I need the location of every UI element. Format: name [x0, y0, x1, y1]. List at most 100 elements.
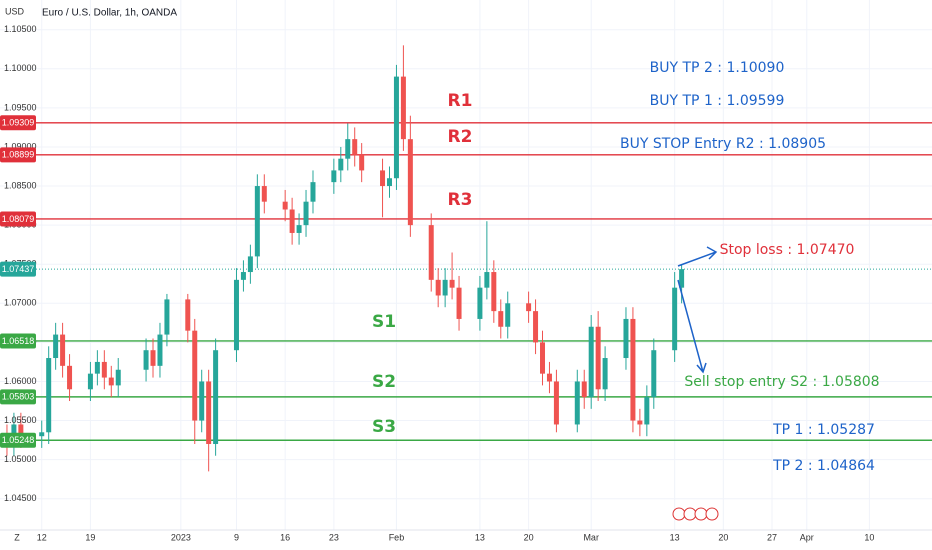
price-badge — [0, 147, 36, 163]
candle-body — [53, 334, 59, 359]
candle-body — [303, 201, 309, 226]
x-tick-label: 13 — [670, 532, 680, 542]
candle-body — [94, 361, 100, 374]
event-icon — [672, 507, 686, 521]
price-badge-label: 1.05248 — [2, 435, 35, 445]
candle-body — [484, 272, 490, 288]
candle-body — [150, 350, 156, 366]
price-badge-label: 1.08899 — [2, 150, 35, 160]
price-badge-label: 1.06518 — [2, 336, 35, 346]
candle-body — [233, 279, 239, 351]
candle-body — [526, 303, 532, 312]
price-badge-label: 1.08079 — [2, 214, 35, 224]
candle-body — [553, 381, 559, 425]
x-tick-label: Apr — [800, 532, 814, 542]
annotation: S3 — [372, 417, 396, 437]
candle-body — [282, 201, 288, 210]
price-badge — [0, 115, 36, 131]
candle-body — [345, 139, 351, 159]
arrow — [677, 246, 718, 267]
x-tick-label: 16 — [280, 532, 290, 542]
candle-body — [206, 381, 212, 445]
event-icons — [672, 507, 719, 521]
annotation: S1 — [372, 312, 396, 332]
candle-body — [651, 350, 657, 398]
y-axis-label: USD — [5, 6, 25, 16]
candle-body — [637, 420, 643, 425]
x-tick-label: 13 — [475, 532, 485, 542]
candle-body — [505, 303, 511, 327]
price-badge — [0, 432, 36, 448]
candle-body — [101, 361, 107, 378]
candle-body — [380, 170, 386, 187]
candle-body — [442, 279, 448, 296]
annotations: R1 R2 R3 S1 S2 S3 BUY TP 2 : 1.10090 BUY… — [372, 60, 880, 521]
candle-body — [199, 381, 205, 421]
y-tick-label: 1.09500 — [4, 102, 37, 112]
candle-body — [644, 397, 650, 425]
y-tick-label: 1.10000 — [4, 63, 37, 73]
x-tick-label: Feb — [389, 532, 405, 542]
y-tick-label: 1.05500 — [4, 415, 37, 425]
x-tick-label: 20 — [524, 532, 534, 542]
candle-body — [477, 287, 483, 319]
annotation: TP 1 : 1.05287 — [772, 422, 875, 438]
annotation: TP 2 : 1.04864 — [772, 458, 875, 474]
axes: USD Euro / U.S. Dollar, 1h, OANDA Z 1.04… — [0, 6, 932, 542]
candle-body — [449, 279, 455, 288]
y-tick-label: 1.05000 — [4, 454, 37, 464]
candle-body — [164, 299, 170, 335]
y-tick-label: 1.04500 — [4, 493, 37, 503]
candle-body — [498, 311, 504, 327]
x-tick-label: 9 — [234, 532, 239, 542]
price-badge — [0, 211, 36, 227]
grid — [0, 0, 932, 530]
candle-body — [289, 209, 295, 233]
candle-body — [679, 269, 685, 288]
candle-body — [310, 182, 316, 202]
candle-body — [393, 76, 399, 179]
candle-body — [331, 170, 337, 183]
annotation: Stop loss : 1.07470 — [720, 242, 855, 258]
candle-body — [185, 299, 191, 331]
annotation: BUY STOP Entry R2 : 1.08905 — [620, 136, 826, 152]
levels — [36, 122, 932, 441]
annotation: R1 — [448, 91, 473, 111]
candle-body — [533, 311, 539, 343]
candle-body — [456, 287, 462, 319]
candle-body — [428, 225, 434, 280]
candle-body — [435, 279, 441, 296]
annotation: Sell stop entry S2 : 1.05808 — [684, 374, 879, 390]
candle-body — [574, 381, 580, 425]
arrows — [677, 246, 718, 374]
annotation: R2 — [448, 127, 473, 147]
candle-body — [254, 186, 260, 257]
candle-body — [595, 326, 601, 390]
candle-body — [87, 373, 93, 390]
x-tick-label: 20 — [718, 532, 728, 542]
candle-body — [602, 358, 608, 390]
candle-body — [39, 432, 45, 437]
event-icon — [683, 507, 697, 521]
candle-body — [115, 369, 121, 386]
candle-body — [407, 139, 413, 226]
y-tick-label: 1.07000 — [4, 298, 37, 308]
candle-body — [540, 342, 546, 374]
candle-body — [359, 154, 365, 171]
timezone-label: Z — [14, 532, 20, 542]
x-tick-label: 27 — [767, 532, 777, 542]
price-badge — [0, 389, 36, 405]
x-tick-label: 10 — [864, 532, 874, 542]
price-badge-label: 1.07437 — [2, 264, 35, 274]
candle-body — [67, 365, 73, 390]
candle-body — [143, 350, 149, 370]
price-badge — [0, 261, 36, 277]
arrow — [677, 279, 707, 374]
event-icon — [694, 507, 708, 521]
x-tick-label: Mar — [583, 532, 599, 542]
annotation: BUY TP 1 : 1.09599 — [650, 93, 785, 109]
y-tick-label: 1.06000 — [4, 376, 37, 386]
x-tick-label: 19 — [85, 532, 95, 542]
